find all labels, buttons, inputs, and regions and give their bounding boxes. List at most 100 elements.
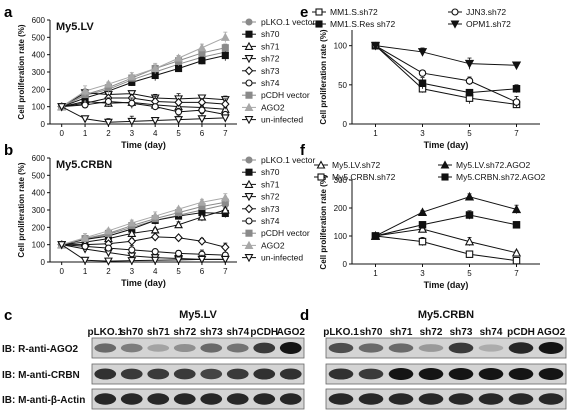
legend-marker: [317, 173, 325, 181]
series-line: [61, 212, 226, 246]
blot-strip: [325, 363, 567, 385]
legend-label: sh73: [261, 204, 280, 214]
panel-letter-f: f: [300, 142, 306, 159]
x-tick-label: 7: [223, 267, 228, 276]
lane-label: sh70: [360, 327, 383, 338]
x-tick-label: 3: [130, 267, 135, 276]
lane-label: sh72: [420, 327, 443, 338]
series-line: [375, 45, 517, 105]
legend-label: AGO2: [261, 102, 285, 112]
series-line: [61, 197, 226, 246]
legend-label: sh72: [261, 192, 280, 202]
x-tick-label: 7: [514, 269, 519, 278]
x-axis-label: Time (day): [121, 140, 166, 150]
legend-label: un-infected: [261, 253, 303, 263]
x-tick-label: 5: [176, 129, 181, 138]
y-tick-label: 300: [32, 206, 46, 215]
legend-marker: [245, 168, 253, 176]
legend-label: JJN3.sh72: [466, 7, 506, 17]
data-point: [197, 212, 207, 221]
y-tick-label: 100: [334, 232, 348, 241]
legend-marker: [245, 217, 253, 225]
series-line: [61, 55, 226, 108]
x-tick-label: 5: [467, 269, 472, 278]
data-point: [151, 103, 159, 111]
y-axis-label: Cell proliferation rate (%): [17, 24, 26, 119]
blot-band: [147, 368, 170, 380]
series-line: [375, 228, 517, 254]
blot-band: [508, 368, 534, 380]
blot-band: [538, 393, 564, 405]
x-tick-label: 1: [83, 129, 88, 138]
data-point: [221, 44, 229, 52]
data-point: [175, 249, 183, 257]
legend-label: sh71: [261, 41, 280, 51]
data-point: [220, 32, 230, 41]
y-tick-label: 200: [334, 204, 348, 213]
data-point: [104, 257, 113, 266]
legend-label: sh70: [261, 167, 280, 177]
x-tick-label: 6: [200, 267, 205, 276]
data-point: [512, 85, 521, 93]
blot-strip: [91, 337, 305, 359]
blot-band: [388, 368, 414, 380]
x-axis-label: Time (day): [424, 280, 469, 290]
blot-band: [508, 342, 534, 354]
data-point: [464, 236, 475, 246]
blot-band: [226, 368, 249, 380]
blot-band: [508, 393, 534, 405]
y-tick-label: 400: [32, 51, 46, 60]
data-point: [220, 114, 230, 123]
legend-marker: [244, 254, 254, 263]
chart-title: My5.CRBN: [56, 159, 112, 171]
data-point: [80, 256, 90, 265]
data-point: [197, 236, 207, 246]
data-point: [418, 69, 427, 77]
data-point: [370, 41, 381, 51]
series-line: [61, 36, 226, 108]
data-point: [174, 233, 183, 243]
x-tick-label: 7: [223, 129, 228, 138]
data-point: [104, 79, 113, 88]
data-point: [150, 232, 160, 242]
x-tick-label: 3: [130, 129, 135, 138]
data-point: [127, 257, 137, 266]
data-point: [417, 48, 428, 57]
series-line: [61, 100, 226, 115]
blot-row-label: IB: M-anti-β-Actin: [2, 395, 85, 406]
legend-label: sh71: [261, 179, 280, 189]
y-tick-label: 500: [32, 33, 46, 42]
y-tick-label: 50: [338, 81, 347, 90]
y-tick-label: 300: [334, 176, 348, 185]
data-point: [464, 191, 475, 201]
blot-band: [94, 393, 117, 405]
series-line: [61, 209, 226, 246]
blot-band: [147, 393, 170, 405]
x-tick-label: 0: [59, 129, 64, 138]
blot-row-label: IB: M-anti-CRBN: [2, 370, 80, 381]
legend-marker: [244, 66, 254, 76]
legend-marker: [245, 229, 253, 237]
blot-strip: [325, 388, 567, 410]
blot-band: [358, 368, 384, 380]
blot-band: [226, 393, 249, 405]
legend-marker: [245, 79, 253, 87]
data-point: [198, 106, 206, 114]
blot-band: [448, 368, 474, 380]
lane-label: pCDH: [507, 327, 535, 338]
x-tick-label: 0: [59, 267, 64, 276]
legend-marker: [244, 179, 254, 188]
blot-band: [418, 368, 444, 380]
data-point: [150, 211, 160, 220]
data-point: [174, 220, 183, 229]
legend-marker: [245, 156, 253, 164]
x-tick-label: 5: [176, 267, 181, 276]
x-tick-label: 1: [373, 129, 378, 138]
blot-band: [358, 343, 384, 353]
data-point: [80, 233, 90, 242]
legend-marker: [244, 193, 254, 202]
blot-band: [253, 368, 276, 380]
blot-band: [388, 343, 414, 353]
series-line: [375, 214, 517, 237]
